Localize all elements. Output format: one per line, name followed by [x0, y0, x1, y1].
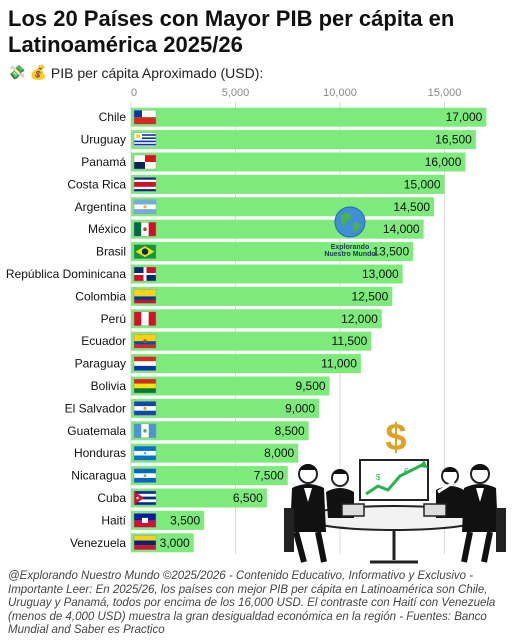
value-label: 3,500	[170, 513, 200, 527]
bar	[131, 398, 320, 418]
subtitle-text: PIB per cápita Aproximado (USD):	[50, 64, 264, 81]
uruguay-flag-icon	[133, 132, 157, 147]
bar	[131, 197, 435, 217]
argentina-flag-icon	[133, 199, 157, 215]
svg-text:€: €	[404, 467, 409, 476]
haiti-flag-icon	[133, 513, 157, 528]
category-label: Paraguay	[75, 357, 126, 371]
bar	[131, 107, 487, 127]
paraguay-flag-icon	[133, 356, 157, 371]
value-label: 9,500	[296, 379, 326, 393]
category-label: México	[88, 222, 126, 236]
bar	[131, 354, 361, 374]
value-label: 7,500	[254, 469, 284, 483]
value-label: 9,000	[285, 401, 315, 415]
bar	[131, 130, 476, 150]
bar	[131, 421, 309, 441]
panama-flag-icon	[133, 154, 157, 170]
brazil-flag-icon	[133, 244, 157, 259]
value-label: 12,500	[352, 289, 389, 303]
bar	[131, 488, 267, 508]
el-salvador-flag-icon	[133, 401, 157, 416]
dollar-sign-icon: $	[385, 417, 406, 459]
venezuela-flag-icon	[133, 535, 157, 551]
category-label: Chile	[99, 110, 127, 124]
category-label: Panamá	[81, 155, 126, 169]
category-label: Cuba	[97, 491, 126, 505]
bar	[131, 331, 372, 351]
category-label: Venezuela	[70, 536, 126, 550]
category-label: Bolivia	[91, 379, 127, 393]
value-label: 6,500	[233, 491, 263, 505]
footer-note: @Explorando Nuestro Mundo ©2025/2026 - C…	[8, 570, 496, 636]
guatemala-flag-icon	[133, 423, 157, 439]
x-tick-label: 5,000	[222, 87, 250, 99]
bolivia-flag-icon	[133, 378, 157, 394]
category-label: Costa Rica	[67, 177, 126, 191]
bar	[131, 466, 288, 486]
cuba-flag-icon	[133, 490, 157, 506]
category-label: Uruguay	[81, 133, 126, 147]
category-label: Honduras	[74, 446, 126, 460]
category-label: Argentina	[75, 200, 127, 214]
value-label: 17,000	[446, 110, 483, 124]
x-tick-label: 0	[131, 87, 137, 99]
bar	[131, 264, 403, 284]
business-meeting-illustration: $ $ €	[284, 417, 506, 564]
value-label: 14,500	[393, 200, 430, 214]
value-label: 8,000	[264, 446, 294, 460]
bar	[131, 174, 445, 194]
value-label: 15,000	[404, 177, 441, 191]
watermark-text: Explorando Nuestro Mundo	[324, 244, 376, 258]
money-bag-icon: 💰	[29, 64, 47, 80]
value-label: 13,000	[362, 267, 399, 281]
category-label: Ecuador	[81, 334, 126, 348]
globe-icon	[334, 206, 366, 238]
dominican-republic-flag-icon	[133, 266, 157, 282]
x-tick-label: 10,000	[323, 87, 357, 99]
value-label: 12,000	[341, 312, 378, 326]
value-label: 11,500	[332, 334, 368, 348]
value-label: 14,000	[383, 222, 420, 236]
chart-subtitle: 💸 💰 PIB per cápita Aproximado (USD):	[8, 64, 263, 81]
colombia-flag-icon	[133, 289, 157, 304]
watermark-logo: Explorando Nuestro Mundo	[322, 205, 378, 258]
category-label: República Dominicana	[6, 267, 126, 281]
ecuador-flag-icon	[133, 333, 157, 349]
value-label: 3,000	[160, 536, 190, 550]
value-label: 16,000	[425, 155, 462, 169]
category-label: Perú	[101, 312, 126, 326]
value-label: 13,500	[372, 245, 409, 259]
nicaragua-flag-icon	[133, 468, 157, 483]
bar	[131, 219, 424, 239]
bar	[131, 152, 466, 172]
category-label: Haití	[101, 513, 126, 527]
bar	[131, 376, 330, 396]
category-label: Colombia	[75, 289, 126, 303]
x-tick-label: 15,000	[428, 87, 462, 99]
costa-rica-flag-icon	[133, 177, 157, 192]
bar	[131, 443, 299, 463]
svg-text:$: $	[376, 473, 381, 482]
bar	[131, 242, 414, 262]
chart-title: Los 20 Países con Mayor PIB per cápita e…	[8, 6, 455, 57]
value-label: 11,000	[321, 357, 357, 371]
peru-flag-icon	[133, 311, 157, 327]
bar	[131, 286, 393, 306]
money-with-wings-icon: 💸	[8, 64, 26, 80]
honduras-flag-icon	[133, 445, 157, 461]
chile-flag-icon	[133, 109, 157, 125]
value-label: 16,500	[435, 133, 472, 147]
bar	[131, 309, 382, 329]
mexico-flag-icon	[133, 221, 157, 237]
value-label: 8,500	[275, 424, 305, 438]
category-label: El Salvador	[65, 401, 126, 415]
category-label: Brasil	[96, 245, 126, 259]
category-label: Guatemala	[67, 424, 126, 438]
category-label: Nicaragua	[71, 469, 126, 483]
